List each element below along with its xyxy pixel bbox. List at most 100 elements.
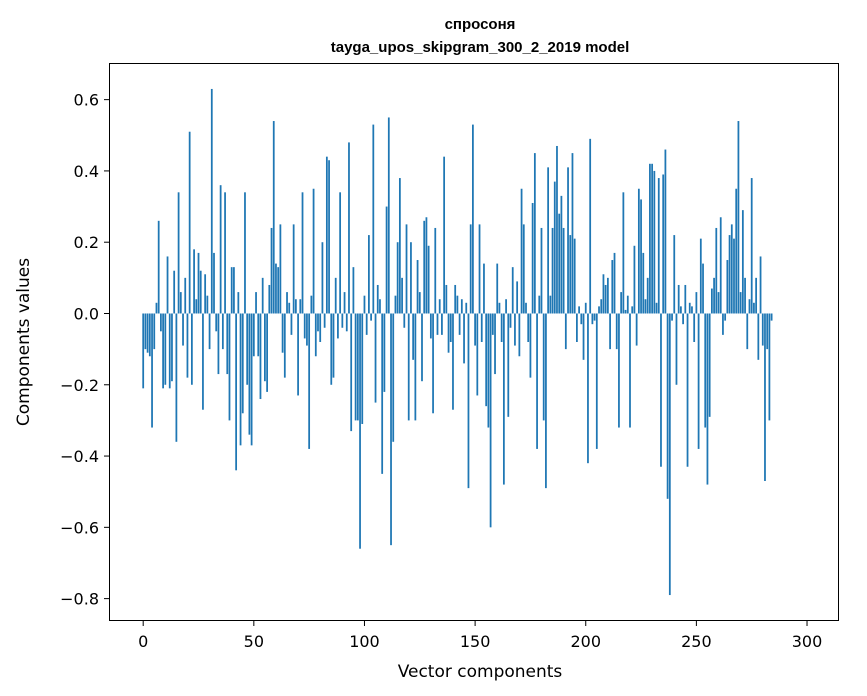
bar (520, 188, 523, 314)
bar (252, 313, 255, 357)
bar (250, 313, 253, 446)
bar (549, 295, 552, 314)
bar (148, 313, 151, 357)
bar (651, 163, 654, 314)
bar (472, 124, 474, 314)
bar (233, 267, 235, 314)
bar (598, 306, 600, 314)
bar (744, 277, 746, 314)
y-tick-label: 0.6 (74, 91, 99, 110)
bar (551, 227, 554, 314)
bar (620, 292, 623, 314)
bar (175, 313, 178, 442)
bar (248, 313, 251, 435)
bar (186, 313, 189, 378)
bar (348, 142, 350, 314)
bar (595, 313, 598, 449)
bar (722, 313, 724, 335)
bar (502, 313, 505, 485)
bar (306, 313, 308, 346)
bar (266, 313, 268, 392)
bar (412, 313, 415, 360)
bar (768, 313, 771, 421)
x-tick-label: 0 (138, 632, 148, 651)
bar (385, 206, 388, 314)
bar (403, 313, 406, 328)
bar (480, 313, 483, 342)
bar (394, 295, 397, 314)
bar (374, 313, 377, 403)
bar (770, 313, 773, 321)
bar (474, 313, 476, 346)
bar (533, 153, 536, 314)
bar (425, 217, 428, 314)
bar (556, 145, 558, 314)
bar (416, 260, 419, 314)
x-tick-label: 200 (570, 632, 601, 651)
bar (527, 313, 530, 342)
bar (500, 313, 503, 342)
bar (405, 224, 408, 314)
bar (755, 277, 758, 314)
x-tick-label: 100 (349, 632, 380, 651)
bar (699, 238, 702, 314)
bar (629, 313, 631, 428)
bar (637, 188, 640, 314)
bar (297, 313, 299, 396)
bar (303, 313, 306, 339)
bar (467, 313, 470, 489)
bar (611, 260, 614, 314)
bar (447, 313, 450, 353)
bar (414, 313, 417, 421)
bar (383, 313, 386, 392)
bar (449, 313, 452, 342)
bar (573, 238, 576, 314)
bar (766, 313, 769, 350)
bar (542, 313, 545, 421)
bar (741, 210, 744, 314)
bar (432, 313, 434, 414)
x-tick-label: 250 (681, 632, 712, 651)
y-tick-label: 0.2 (74, 233, 99, 252)
bar (465, 302, 468, 314)
bar (704, 313, 707, 428)
bar (354, 313, 357, 421)
bar (219, 185, 222, 314)
bar (750, 178, 753, 314)
bar (609, 313, 611, 350)
bar (208, 313, 211, 350)
bar (710, 288, 713, 314)
bar (436, 313, 439, 335)
bar (396, 242, 399, 314)
bar (142, 313, 145, 389)
bar (407, 313, 410, 421)
bar (330, 313, 333, 385)
bar (332, 313, 335, 378)
bar (558, 213, 561, 314)
bar (507, 313, 510, 417)
x-axis-label: Vector components (398, 662, 563, 682)
bar (445, 284, 448, 314)
bar (288, 302, 291, 314)
bar (724, 313, 727, 321)
bar (759, 256, 762, 314)
bar (553, 181, 556, 314)
bar (160, 313, 162, 332)
bar (421, 313, 423, 382)
bar (235, 313, 238, 471)
bar (299, 299, 302, 314)
bar (631, 306, 634, 314)
bar (584, 302, 587, 314)
bar (593, 313, 596, 321)
bar (719, 217, 722, 314)
bar (615, 313, 618, 350)
bar (489, 313, 492, 528)
bar (452, 313, 454, 410)
bar (686, 313, 689, 467)
bar (226, 313, 229, 375)
bar (215, 313, 218, 332)
bar (671, 313, 673, 321)
bars-group (142, 88, 773, 596)
bar (668, 313, 671, 596)
